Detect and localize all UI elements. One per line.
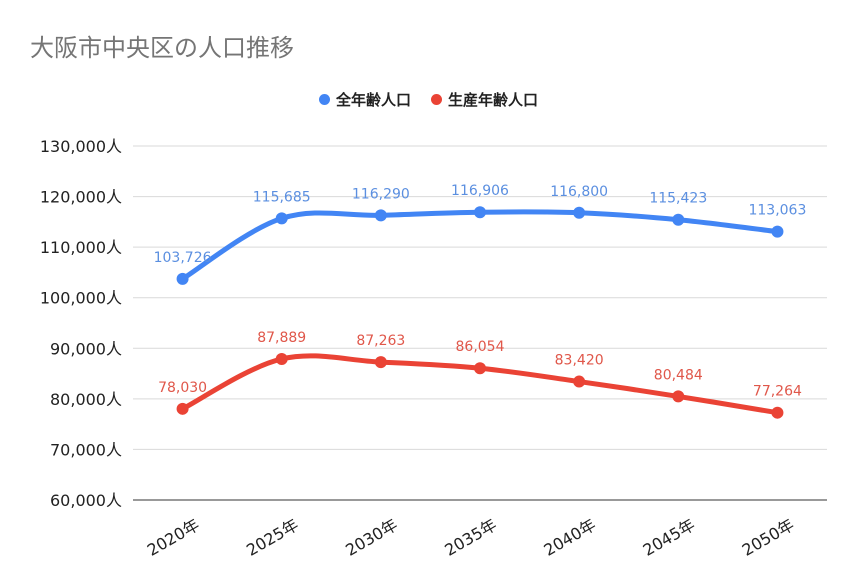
data-point	[474, 362, 486, 375]
data-point	[573, 375, 586, 388]
legend-label-working-age: 生産年齢人口	[448, 90, 539, 109]
legend-marker-working-age	[431, 93, 442, 105]
legend-item-total: 全年齢人口	[318, 89, 411, 110]
data-label: 86,054	[456, 339, 505, 355]
x-tick-label: 2030年	[342, 515, 401, 560]
y-tick-label: 110,000人	[40, 238, 122, 257]
legend-label-total: 全年齢人口	[335, 90, 411, 109]
y-tick-label: 80,000人	[50, 390, 122, 409]
data-label: 116,906	[451, 183, 509, 199]
data-label: 87,263	[356, 333, 405, 349]
data-point	[672, 213, 685, 226]
data-label: 78,030	[158, 380, 207, 396]
y-tick-label: 130,000人	[40, 137, 122, 156]
data-label: 83,420	[555, 353, 604, 369]
y-tick-label: 120,000人	[40, 188, 122, 207]
data-label: 113,063	[748, 203, 806, 219]
series-line-0	[180, 209, 780, 282]
data-label: 116,800	[550, 184, 608, 200]
data-point	[176, 272, 189, 285]
x-tick-label: 2050年	[739, 515, 798, 560]
data-point	[374, 356, 387, 369]
x-tick-label: 2035年	[441, 515, 500, 560]
data-point	[275, 352, 288, 365]
data-point	[771, 225, 784, 238]
chart-legend: 全年齢人口 生産年齢人口	[0, 88, 857, 110]
legend-marker-total	[318, 93, 330, 105]
x-tick-label: 2025年	[243, 515, 302, 560]
chart-title: 大阪市中央区の人口推移	[30, 34, 294, 62]
data-label: 103,726	[154, 250, 212, 266]
data-point	[771, 406, 784, 419]
data-point	[374, 209, 387, 222]
data-label: 80,484	[654, 367, 703, 383]
x-tick-label: 2045年	[640, 515, 699, 560]
data-point	[573, 206, 586, 219]
data-label: 115,423	[649, 191, 707, 207]
data-label: 115,685	[253, 189, 311, 205]
data-label: 116,290	[352, 186, 410, 202]
y-tick-label: 100,000人	[40, 289, 122, 308]
data-point	[275, 212, 288, 225]
data-label: 87,889	[257, 330, 306, 346]
y-tick-label: 60,000人	[50, 491, 122, 510]
x-tick-label: 2040年	[541, 515, 600, 560]
data-point	[176, 402, 189, 415]
x-tick-label: 2020年	[144, 515, 203, 560]
data-point	[672, 390, 685, 403]
y-tick-label: 70,000人	[50, 440, 122, 459]
data-label: 77,264	[753, 384, 802, 400]
data-point	[474, 206, 486, 219]
legend-item-working-age: 生産年齢人口	[431, 89, 538, 110]
y-tick-label: 90,000人	[50, 339, 122, 358]
